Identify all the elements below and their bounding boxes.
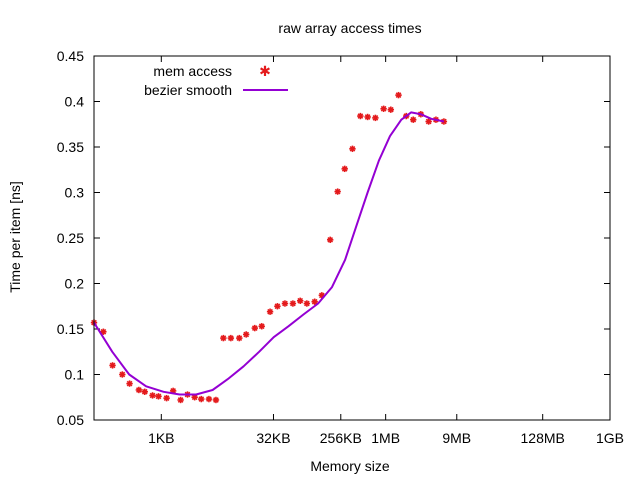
data-point-mem-access bbox=[149, 392, 156, 399]
data-point-mem-access bbox=[198, 395, 205, 403]
y-axis-label: Time per item [ns] bbox=[7, 181, 23, 293]
data-point-mem-access bbox=[109, 362, 116, 369]
data-point-mem-access bbox=[274, 303, 281, 310]
x-tick-label: 128MB bbox=[521, 430, 565, 446]
data-point-mem-access bbox=[334, 188, 341, 195]
data-point-mem-access bbox=[303, 300, 311, 307]
data-point-mem-access bbox=[341, 165, 348, 173]
legend-marker-mem-access: ✱ bbox=[259, 63, 271, 79]
series-line-bezier-smooth bbox=[93, 111, 445, 396]
data-point-mem-access bbox=[326, 236, 334, 244]
chart-title: raw array access times bbox=[278, 20, 421, 36]
data-point-mem-access bbox=[258, 323, 265, 330]
plot-frame bbox=[93, 55, 611, 421]
data-point-mem-access bbox=[380, 105, 387, 112]
data-point-mem-access bbox=[410, 116, 417, 123]
data-point-mem-access bbox=[220, 334, 227, 342]
data-point-mem-access bbox=[281, 300, 289, 307]
data-point-mem-access bbox=[212, 396, 220, 404]
y-tick-label: 0.3 bbox=[65, 185, 85, 201]
data-point-mem-access bbox=[119, 371, 126, 378]
data-point-mem-access bbox=[141, 388, 148, 395]
data-point-mem-access bbox=[163, 394, 170, 402]
x-tick-label: 1KB bbox=[148, 430, 174, 446]
data-point-mem-access bbox=[296, 297, 304, 304]
data-point-mem-access bbox=[425, 118, 432, 125]
y-tick-label: 0.35 bbox=[57, 139, 84, 155]
legend-label-mem-access: mem access bbox=[153, 63, 232, 79]
data-point-mem-access bbox=[126, 380, 133, 387]
data-point-mem-access bbox=[364, 113, 371, 121]
data-point-mem-access bbox=[227, 334, 235, 342]
x-axis-ticks: 1KB 32KB 256KB 1MB 9MB 128MB 1GB bbox=[148, 56, 624, 446]
x-tick-label: 1MB bbox=[371, 430, 400, 446]
data-point-mem-access bbox=[387, 106, 395, 113]
y-tick-label: 0.45 bbox=[57, 48, 84, 64]
x-tick-label: 1GB bbox=[596, 430, 624, 446]
data-point-mem-access bbox=[349, 145, 356, 153]
data-point-mem-access bbox=[205, 395, 213, 403]
x-tick-label: 32KB bbox=[256, 430, 290, 446]
data-point-mem-access bbox=[372, 114, 379, 122]
y-tick-label: 0.05 bbox=[57, 412, 84, 428]
data-point-mem-access bbox=[289, 300, 297, 307]
data-point-mem-access bbox=[100, 328, 107, 335]
x-tick-label: 256KB bbox=[320, 430, 362, 446]
y-axis-ticks: 0.05 0.1 0.15 0.2 0.25 0.3 0.35 0.4 0.45 bbox=[57, 48, 610, 428]
data-point-mem-access bbox=[177, 396, 184, 404]
data-point-mem-access bbox=[155, 393, 162, 400]
plot-series bbox=[90, 91, 448, 404]
x-axis-label: Memory size bbox=[310, 458, 390, 474]
data-point-mem-access bbox=[135, 386, 143, 394]
data-point-mem-access bbox=[311, 298, 318, 305]
y-tick-label: 0.4 bbox=[65, 94, 85, 110]
y-tick-label: 0.25 bbox=[57, 230, 84, 246]
data-point-mem-access bbox=[395, 91, 402, 99]
data-point-mem-access bbox=[251, 324, 258, 332]
legend: mem access ✱ bezier smooth bbox=[144, 63, 288, 98]
data-point-mem-access bbox=[357, 112, 364, 120]
y-tick-label: 0.15 bbox=[57, 321, 84, 337]
y-tick-label: 0.2 bbox=[65, 276, 85, 292]
data-point-mem-access bbox=[266, 308, 274, 315]
legend-label-bezier-smooth: bezier smooth bbox=[144, 82, 232, 98]
x-tick-label: 9MB bbox=[442, 430, 471, 446]
y-tick-label: 0.1 bbox=[65, 367, 85, 383]
data-point-mem-access bbox=[242, 331, 250, 338]
data-point-mem-access bbox=[236, 334, 243, 342]
